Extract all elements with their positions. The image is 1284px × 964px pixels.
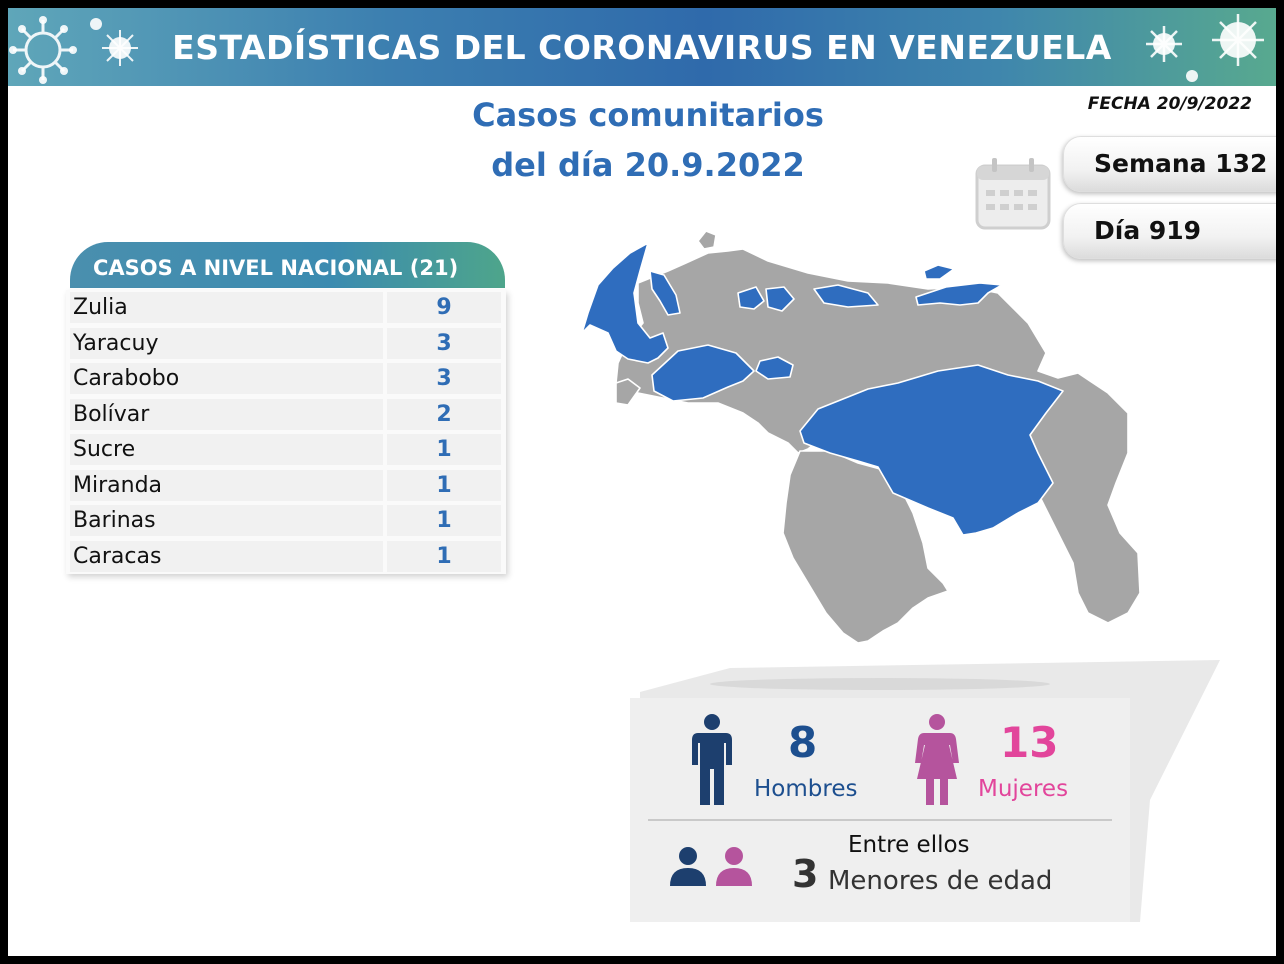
- case-count: 2: [387, 398, 501, 430]
- virus-icon: [9, 16, 138, 84]
- women-label: Mujeres: [978, 776, 1069, 802]
- subtitle-line-2: del día 20.9.2022: [491, 146, 805, 184]
- table-row: Sucre 1: [66, 432, 506, 468]
- map-region: [615, 378, 641, 406]
- map-region-bolivar: [799, 364, 1064, 536]
- case-count: 1: [387, 540, 501, 572]
- day-label: Día 919: [1094, 216, 1202, 245]
- state-name: Zulia: [70, 292, 383, 323]
- minors-label: Menores de edad: [828, 866, 1053, 896]
- state-name: Yaracuy: [70, 327, 383, 359]
- table-row: Carabobo 3: [66, 361, 506, 397]
- map-region-yaracuy: [737, 286, 765, 310]
- case-count: 3: [387, 327, 501, 359]
- table-row: Miranda 1: [66, 468, 506, 504]
- case-count: 9: [387, 292, 501, 323]
- date-label: FECHA 20/9/2022: [1087, 94, 1252, 114]
- cases-table: Zulia 9 Yaracuy 3 Carabobo 3 Bolívar 2 Sucre…: [66, 290, 506, 574]
- children-icon: [670, 847, 752, 886]
- banner-title: ESTADÍSTICAS DEL CORONAVIRUS EN VENEZUEL…: [172, 28, 1112, 67]
- map-region: [697, 230, 717, 250]
- map-region-falcon-west: [649, 270, 681, 316]
- map-region-margarita: [923, 264, 955, 280]
- map-region-carabobo: [765, 286, 795, 312]
- infographic: ESTADÍSTICAS DEL CORONAVIRUS EN VENEZUEL…: [8, 8, 1276, 956]
- national-cases-header: CASOS A NIVEL NACIONAL (21): [70, 242, 505, 288]
- week-label: Semana 132: [1094, 149, 1268, 178]
- state-name: Miranda: [70, 469, 383, 501]
- panel-divider: [648, 819, 1112, 821]
- case-count: 1: [387, 434, 501, 465]
- case-count: 1: [387, 505, 501, 536]
- woman-icon: [915, 714, 959, 805]
- table-row: Zulia 9: [66, 290, 506, 326]
- state-name: Sucre: [70, 434, 383, 465]
- venezuela-map: [581, 230, 1141, 644]
- minors-intro: Entre ellos: [848, 832, 970, 858]
- map-region-cojedes: [755, 356, 794, 380]
- map-region-barinas: [651, 344, 755, 402]
- minors-count: 3: [792, 852, 819, 896]
- case-count: 3: [387, 363, 501, 394]
- calendar-icon: [975, 158, 1051, 230]
- header-banner: ESTADÍSTICAS DEL CORONAVIRUS EN VENEZUEL…: [8, 8, 1276, 86]
- women-count: 13: [1000, 718, 1059, 767]
- state-name: Carabobo: [70, 363, 383, 394]
- table-row: Bolívar 2: [66, 397, 506, 433]
- state-name: Barinas: [70, 505, 383, 536]
- map-region-sucre: [915, 282, 1003, 306]
- map-region-miranda: [813, 284, 879, 308]
- subtitle-line-1: Casos comunitarios: [472, 96, 824, 134]
- week-badge: Semana 132: [1063, 136, 1276, 192]
- men-label: Hombres: [754, 776, 858, 802]
- men-count: 8: [788, 718, 818, 767]
- state-name: Bolívar: [70, 398, 383, 430]
- table-row: Barinas 1: [66, 503, 506, 539]
- national-cases-title: CASOS A NIVEL NACIONAL (21): [93, 256, 459, 280]
- state-name: Caracas: [70, 540, 383, 572]
- day-badge: Día 919: [1063, 203, 1276, 259]
- virus-icon: [1146, 14, 1264, 82]
- map-region-zulia: [581, 242, 669, 364]
- man-icon: [692, 714, 732, 805]
- table-row: Caracas 1: [66, 539, 506, 575]
- table-row: Yaracuy 3: [66, 326, 506, 362]
- page-subtitle: Casos comunitarios del día 20.9.2022: [448, 90, 848, 190]
- case-count: 1: [387, 469, 501, 501]
